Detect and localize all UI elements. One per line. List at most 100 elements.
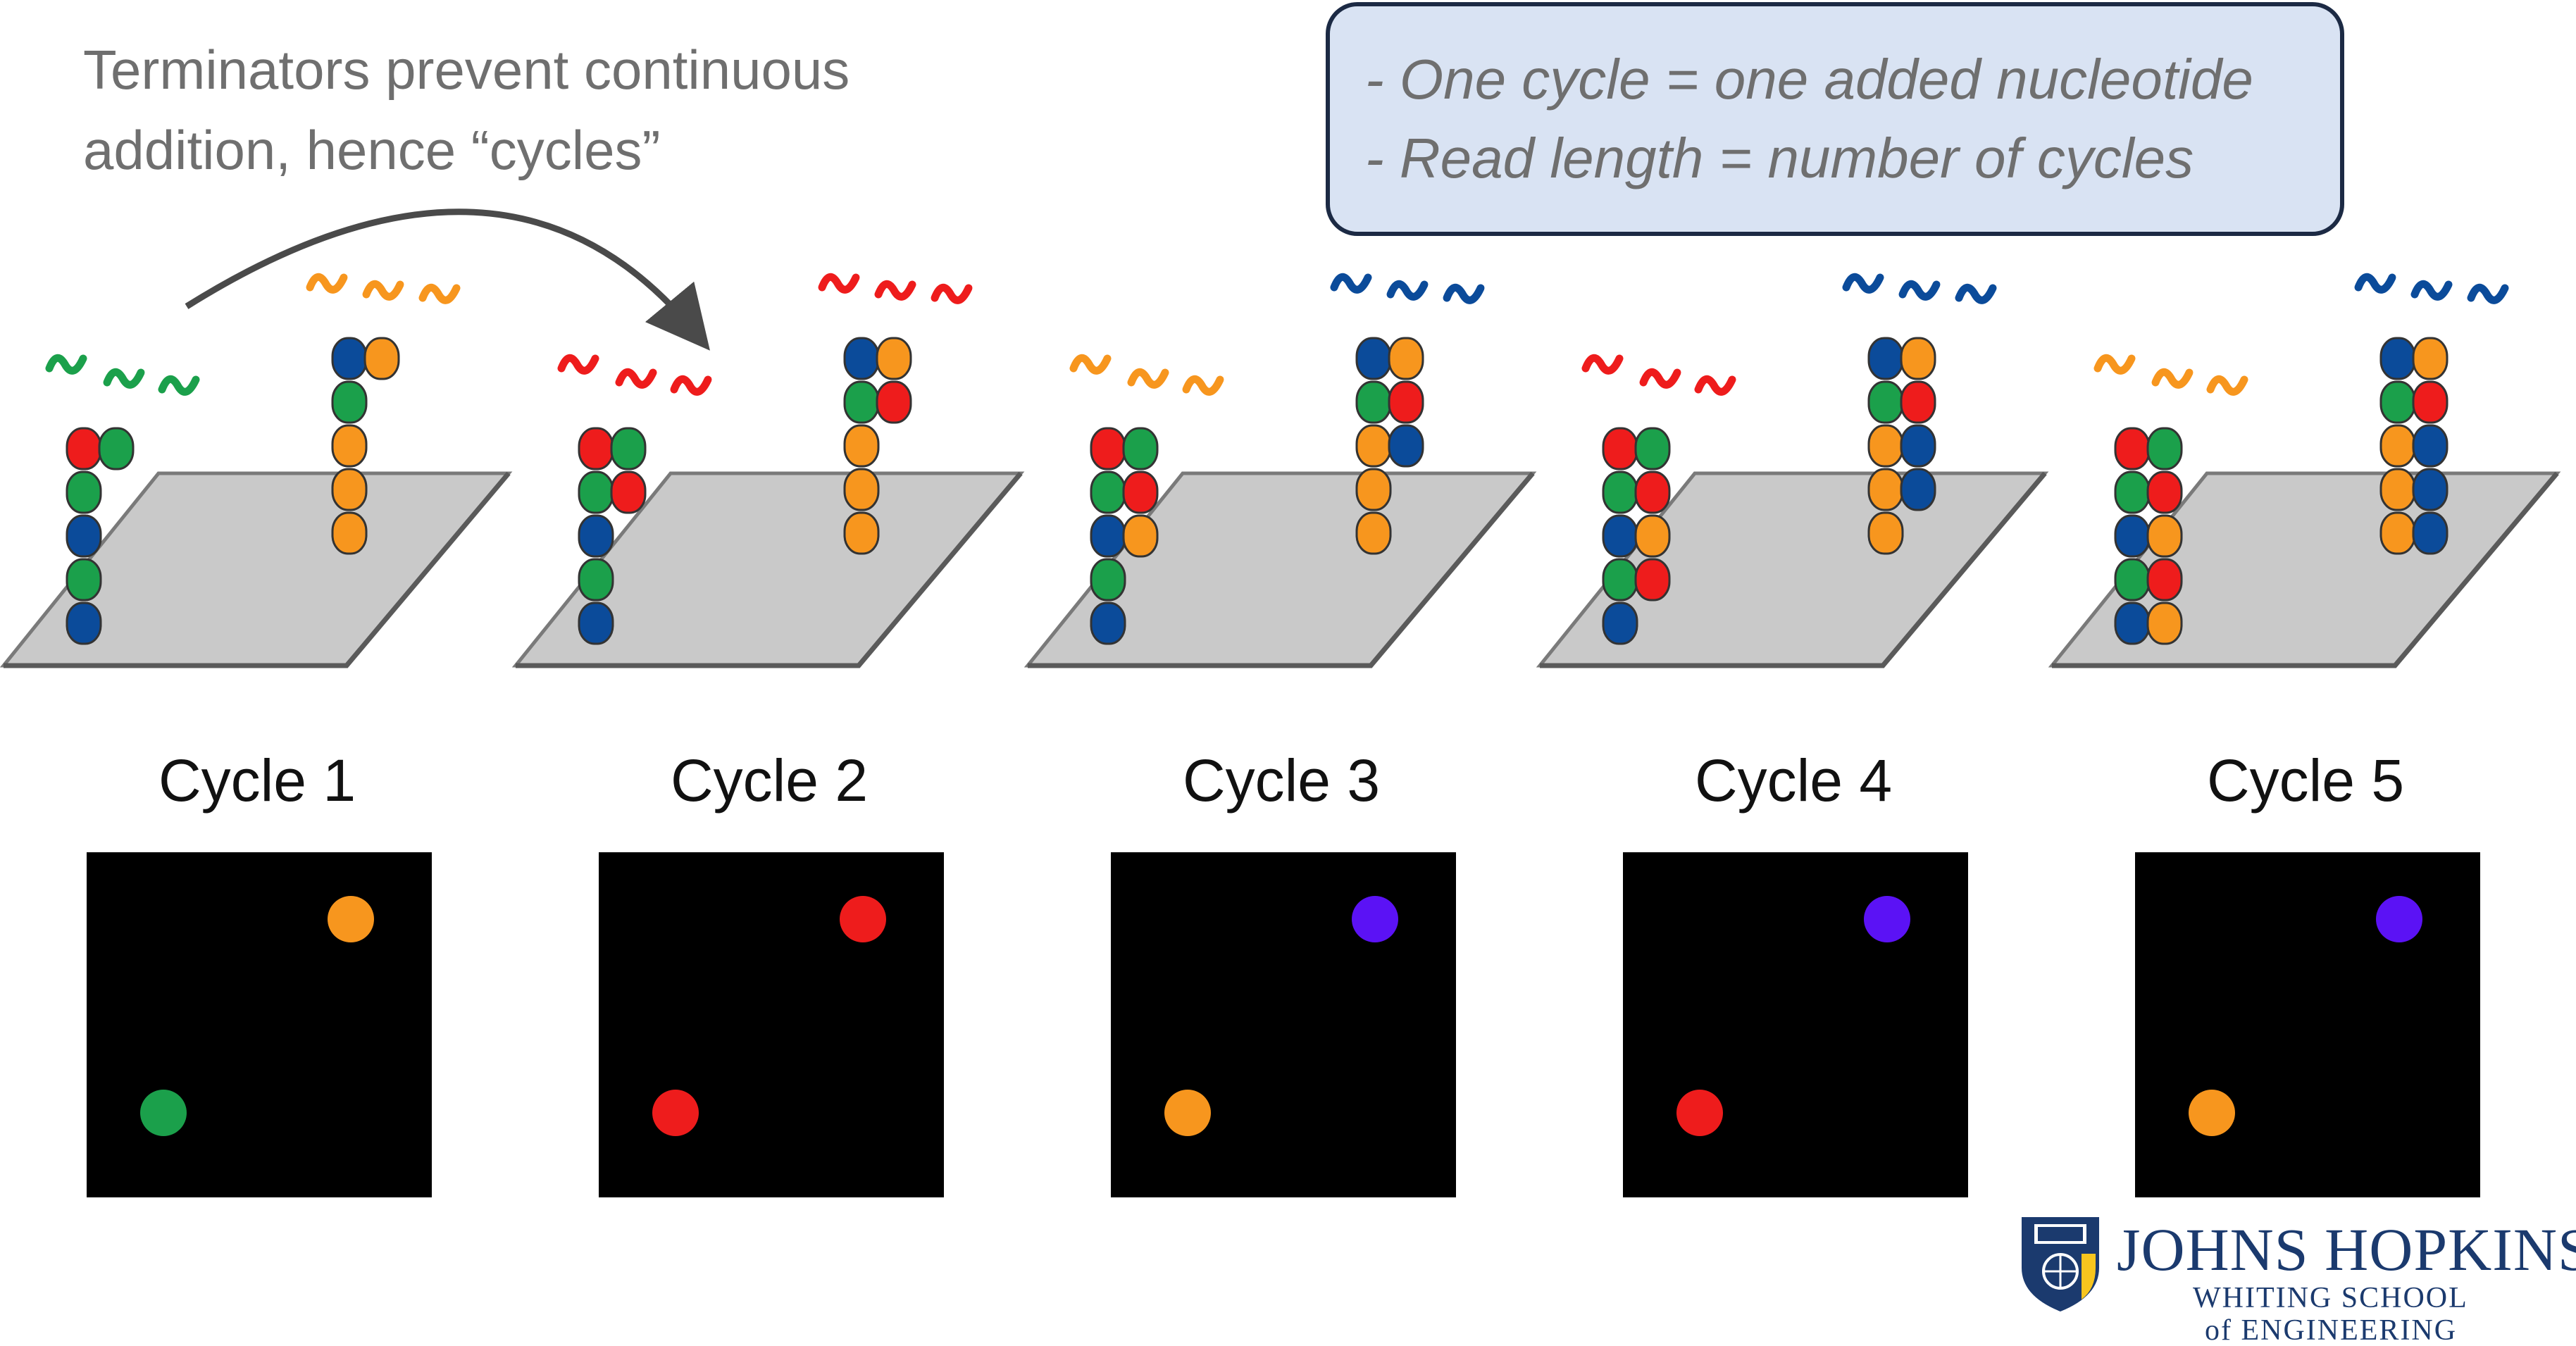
- left-strand-template-base-1: [578, 427, 614, 471]
- cycle-image: [87, 852, 432, 1197]
- left-strand-added-base-3: [1122, 514, 1159, 558]
- free-nucleotide-right-1: [818, 273, 860, 294]
- right-strand-added-base-1: [1388, 337, 1424, 380]
- right-strand-template-base-3: [2379, 424, 2416, 468]
- left-strand-added-base-1: [2146, 427, 2183, 471]
- cluster-spot-top-right: [2376, 896, 2422, 942]
- left-strand-template-base-1: [1090, 427, 1126, 471]
- free-nucleotide-right-2: [362, 280, 404, 301]
- right-strand-template-base-4: [843, 468, 880, 511]
- left-strand-added-base-2: [2146, 471, 2183, 514]
- callout-box: [1326, 2, 2344, 236]
- free-nucleotide-right-3: [418, 283, 461, 304]
- cluster-spot-bottom-left: [140, 1090, 187, 1136]
- left-strand-template-base-2: [1090, 471, 1126, 514]
- left-strand-added-base-2: [1634, 471, 1671, 514]
- left-strand-added-base-4: [2146, 558, 2183, 602]
- left-strand-template-base-4: [578, 558, 614, 602]
- cluster-spot-bottom-left: [2189, 1090, 2235, 1136]
- left-strand-template-base-3: [66, 514, 102, 558]
- right-strand-template-base-5: [1867, 511, 1904, 555]
- callout-line-1: - One cycle = one added nucleotide: [1365, 48, 2253, 111]
- free-nucleotide-left-2: [103, 368, 145, 389]
- left-strand-template-base-5: [578, 602, 614, 645]
- left-strand-added-base-2: [1122, 471, 1159, 514]
- left-strand-added-base-3: [2146, 514, 2183, 558]
- right-strand-added-base-5: [2412, 511, 2449, 555]
- free-nucleotide-right-1: [1842, 273, 1884, 294]
- cycle-label: Cycle 5: [2207, 747, 2404, 814]
- right-strand-template-base-4: [331, 468, 368, 511]
- free-nucleotide-right-1: [306, 273, 348, 294]
- free-nucleotide-right-3: [1443, 283, 1485, 304]
- right-strand-template-base-1: [2379, 337, 2416, 380]
- right-strand-added-base-3: [1388, 424, 1424, 468]
- left-strand-added-base-5: [2146, 602, 2183, 645]
- flow-cell-plate-edge: [2052, 471, 2559, 668]
- left-strand-template-base-2: [66, 471, 102, 514]
- cycle-panel-5: Cycle 5: [2048, 273, 2561, 1197]
- cycle-image: [1111, 852, 1456, 1197]
- right-strand-added-base-2: [1900, 380, 1936, 424]
- flow-cell-plate-edge: [516, 471, 1023, 668]
- left-strand-template-base-3: [578, 514, 614, 558]
- left-strand-template-base-4: [2114, 558, 2151, 602]
- right-strand-template-base-4: [1355, 468, 1392, 511]
- right-strand-template-base-2: [331, 380, 368, 424]
- flow-cell-plate-edge: [1028, 471, 1535, 668]
- left-strand-template-base-1: [66, 427, 102, 471]
- right-strand-template-base-3: [1355, 424, 1392, 468]
- right-strand-template-base-4: [2379, 468, 2416, 511]
- left-strand-template-base-5: [2114, 602, 2151, 645]
- right-strand-added-base-2: [1388, 380, 1424, 424]
- right-strand-template-base-2: [1355, 380, 1392, 424]
- cluster-spot-top-right: [1864, 896, 1910, 942]
- left-strand-added-base-2: [610, 471, 647, 514]
- cycles-layer: Cycle 1 Cycle 2 Cycle 3 Cycle 4 Cycle 5: [0, 273, 2561, 1197]
- flow-cell-plate-edge: [1540, 471, 2047, 668]
- free-nucleotide-left-1: [1069, 354, 1112, 375]
- cycle-image: [599, 852, 944, 1197]
- free-nucleotide-left-2: [2151, 368, 2194, 389]
- left-strand-template-base-4: [66, 558, 102, 602]
- right-strand-template-base-2: [2379, 380, 2416, 424]
- callout-line-2: - Read length = number of cycles: [1365, 127, 2194, 189]
- cluster-spot-bottom-left: [1164, 1090, 1211, 1136]
- free-nucleotide-left-3: [1182, 375, 1224, 396]
- right-strand-added-base-3: [2412, 424, 2449, 468]
- right-strand-added-base-3: [1900, 424, 1936, 468]
- cycle-label: Cycle 3: [1183, 747, 1380, 814]
- right-strand-added-base-4: [2412, 468, 2449, 511]
- cluster-spot-top-right: [840, 896, 886, 942]
- free-nucleotide-left-1: [2093, 354, 2136, 375]
- cycle-transition-arrow: [185, 208, 710, 351]
- cycle-image: [2135, 852, 2480, 1197]
- free-nucleotide-right-3: [1955, 283, 1997, 304]
- jhu-logo: JOHNS HOPKINS WHITING SCHOOL of ENGINEER…: [2022, 1216, 2576, 1346]
- logo-name: JOHNS HOPKINS: [2117, 1216, 2576, 1283]
- intro-text-line-1: Terminators prevent continuous: [83, 39, 850, 101]
- cycle-label: Cycle 4: [1695, 747, 1892, 814]
- right-strand-template-base-4: [1867, 468, 1904, 511]
- free-nucleotide-right-1: [1330, 273, 1372, 294]
- cluster-spot-top-right: [1352, 896, 1398, 942]
- free-nucleotide-left-2: [615, 368, 657, 389]
- right-strand-added-base-4: [1900, 468, 1936, 511]
- right-strand-template-base-1: [331, 337, 368, 380]
- free-nucleotide-left-3: [670, 375, 712, 396]
- free-nucleotide-left-1: [1581, 354, 1624, 375]
- right-strand-template-base-5: [331, 511, 368, 555]
- left-strand-added-base-1: [610, 427, 647, 471]
- left-strand-added-base-4: [1634, 558, 1671, 602]
- intro-text-line-2: addition, hence “cycles”: [83, 119, 660, 181]
- free-nucleotide-right-2: [1386, 280, 1429, 301]
- flow-cell-plate-edge: [4, 471, 511, 668]
- left-strand-added-base-1: [1122, 427, 1159, 471]
- right-strand-template-base-1: [1867, 337, 1904, 380]
- free-nucleotide-right-3: [931, 283, 973, 304]
- left-strand-template-base-5: [1090, 602, 1126, 645]
- free-nucleotide-left-2: [1127, 368, 1169, 389]
- free-nucleotide-right-2: [1898, 280, 1941, 301]
- left-strand-template-base-3: [1602, 514, 1638, 558]
